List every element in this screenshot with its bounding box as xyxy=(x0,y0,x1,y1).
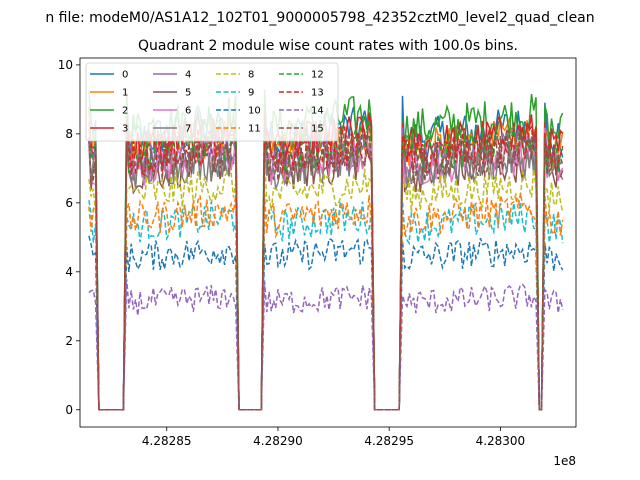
legend-label-7: 7 xyxy=(185,124,191,135)
legend-box xyxy=(85,62,339,142)
series-line-15 xyxy=(88,132,564,411)
y-tick-label: 10 xyxy=(58,58,73,72)
series-line-10 xyxy=(88,235,564,411)
x-tick-label: 4.28290 xyxy=(253,434,303,448)
x-tick-label: 4.28285 xyxy=(142,434,192,448)
legend-label-8: 8 xyxy=(248,70,254,81)
legend-label-4: 4 xyxy=(185,70,191,81)
legend-label-10: 10 xyxy=(248,106,261,117)
series-line-14 xyxy=(88,279,564,411)
y-tick-label: 2 xyxy=(65,334,73,348)
y-tick-label: 8 xyxy=(65,127,73,141)
legend-label-2: 2 xyxy=(122,106,128,117)
legend-label-9: 9 xyxy=(248,88,254,99)
x-tick-label: 4.28300 xyxy=(476,434,526,448)
legend-label-14: 14 xyxy=(311,106,324,117)
y-tick-label: 0 xyxy=(65,403,73,417)
legend-label-1: 1 xyxy=(122,88,128,99)
chart-title: Quadrant 2 module wise count rates with … xyxy=(138,38,518,54)
legend-label-12: 12 xyxy=(311,70,324,81)
series-line-11 xyxy=(88,193,564,411)
series-line-8 xyxy=(88,156,564,411)
legend-label-15: 15 xyxy=(311,124,324,135)
y-tick-label: 6 xyxy=(65,196,73,210)
series-line-9 xyxy=(88,200,564,411)
legend-label-6: 6 xyxy=(185,106,191,117)
x-tick-label: 4.28295 xyxy=(364,434,414,448)
plot-frame xyxy=(79,57,577,428)
x-offset-label: 1e8 xyxy=(553,454,576,468)
y-tick-label: 4 xyxy=(65,265,73,279)
series-line-7 xyxy=(88,138,564,411)
chart-suptitle: n file: modeM0/AS1A12_102T01_9000005798_… xyxy=(45,10,594,26)
legend-label-3: 3 xyxy=(122,124,128,135)
legend-label-0: 0 xyxy=(122,70,128,81)
legend-label-13: 13 xyxy=(311,88,324,99)
legend-label-5: 5 xyxy=(185,88,191,99)
legend-label-11: 11 xyxy=(248,124,261,135)
